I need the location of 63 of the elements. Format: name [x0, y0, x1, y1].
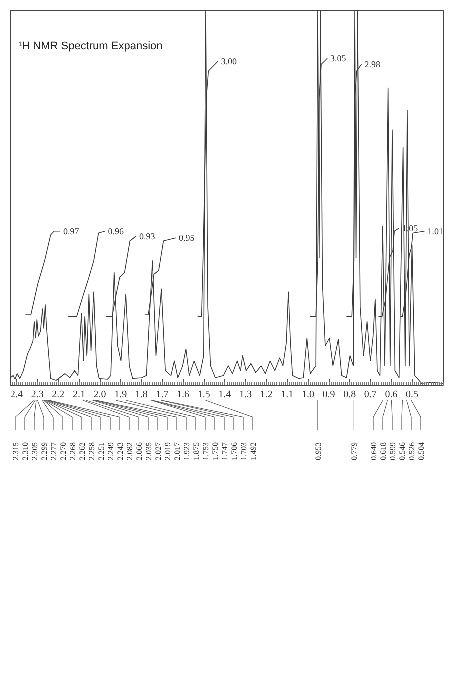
text: 1.753 [202, 442, 210, 460]
text: 2.035 [144, 442, 154, 460]
text: 2.299 [40, 442, 49, 460]
x-tick-label: 0.6 [385, 390, 398, 400]
series-label: 0.95 [179, 233, 196, 244]
text: 2.066 [135, 442, 144, 460]
text: 2.243 [116, 442, 125, 460]
text: 2.262 [78, 442, 87, 460]
text: 2.027 [154, 442, 163, 460]
x-tick-label: 2.1 [72, 390, 86, 400]
x-tick-label: 1.6 [177, 390, 190, 400]
text: 2.270 [59, 442, 68, 460]
series-label: 0.97 [63, 226, 80, 236]
series-label: 2.98 [364, 60, 381, 70]
text: 0.599 [388, 442, 398, 460]
text: 0.640 [370, 442, 378, 460]
x-tick-label: 1.4 [218, 390, 232, 400]
text: 0.779 [350, 442, 360, 460]
x-tick-label: 1.0 [302, 390, 314, 400]
x-tick-label: 0.5 [406, 390, 419, 400]
text: ¹H NMR Spectrum Expansion [18, 40, 163, 52]
x-tick-label: 2.4 [10, 390, 23, 400]
text: 2.019 [164, 442, 172, 460]
text: 2.082 [126, 442, 134, 460]
text: 2.249 [106, 442, 116, 460]
x-tick-label: 1.5 [198, 390, 210, 400]
text: 0.526 [408, 442, 416, 460]
text: 2.310 [21, 442, 30, 460]
text: 2.277 [50, 442, 58, 460]
x-tick-label: 1.7 [156, 390, 169, 400]
x-tick-label: 2.2 [52, 390, 65, 400]
text: 1.492 [249, 442, 258, 460]
text: 2.017 [173, 442, 182, 460]
text: 1.706 [230, 442, 239, 460]
text: 1.747 [220, 442, 230, 460]
text: 1.923 [182, 442, 192, 460]
series-label: 3.00 [221, 56, 238, 66]
text: 2.268 [68, 442, 78, 460]
series-label: 1.01 [428, 226, 444, 236]
x-tick-label: 1.1 [281, 390, 294, 400]
text: 0.504 [417, 442, 426, 460]
series-label: 0.93 [139, 231, 156, 242]
x-tick-label: 0.9 [322, 390, 336, 400]
x-tick-label: 2.0 [94, 390, 106, 400]
text: 1.703 [240, 442, 248, 460]
x-tick-label: 1.3 [239, 390, 252, 400]
text: 2.315 [12, 442, 20, 460]
text: 2.305 [30, 442, 40, 460]
x-tick-label: 0.8 [344, 390, 356, 400]
series-label: 0.96 [108, 226, 124, 236]
text: 2.258 [88, 442, 96, 460]
x-tick-label: 2.3 [31, 390, 44, 400]
x-tick-label: 1.8 [135, 390, 148, 400]
x-tick-label: 1.2 [260, 390, 273, 400]
series-label: 3.05 [330, 54, 347, 64]
text: 0.953 [314, 442, 323, 460]
x-tick-label: 0.7 [364, 390, 377, 400]
x-tick-label: 1.9 [114, 390, 128, 400]
text: 1.750 [211, 442, 220, 460]
text: 2.251 [97, 442, 106, 460]
text: 0.546 [398, 442, 407, 460]
text: 0.618 [379, 442, 388, 460]
text: 1.875 [192, 442, 201, 460]
